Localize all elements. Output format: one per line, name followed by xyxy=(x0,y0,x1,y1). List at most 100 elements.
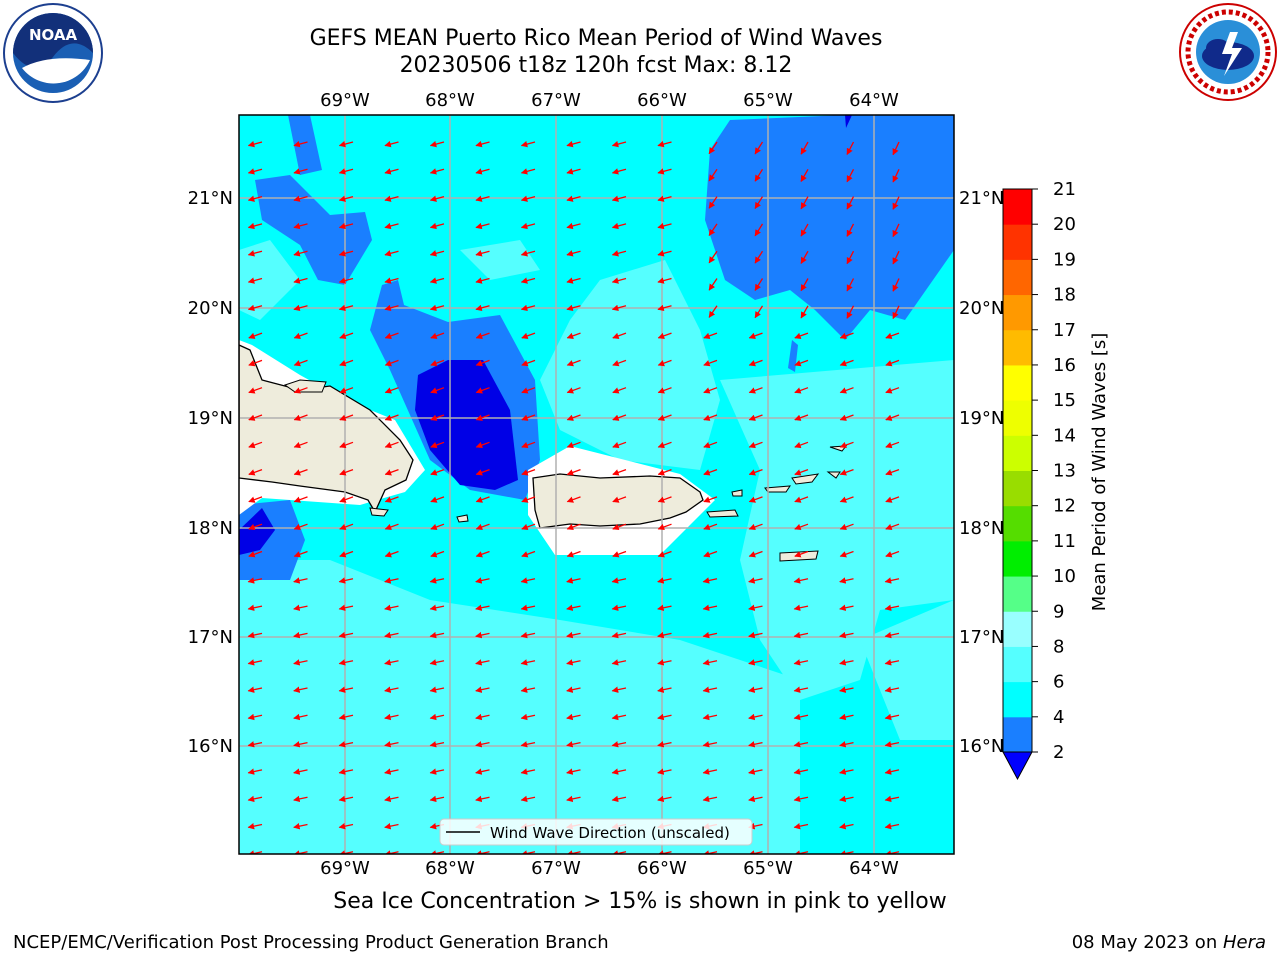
wind-arrow-icon xyxy=(839,359,854,367)
wind-arrow-icon xyxy=(247,222,263,230)
wind-arrow-icon xyxy=(748,387,763,394)
wind-arrow-icon xyxy=(475,523,490,531)
wind-arrow-icon xyxy=(520,795,536,803)
wind-arrow-icon xyxy=(657,604,672,611)
wind-arrow-icon xyxy=(338,741,354,748)
wind-arrow-icon xyxy=(703,414,718,421)
wind-arrow-icon xyxy=(566,441,581,449)
wind-arrow-icon xyxy=(800,141,809,155)
wind-arrow-icon xyxy=(520,604,536,611)
wind-arrow-icon xyxy=(566,604,581,611)
wind-arrow-icon xyxy=(657,359,672,367)
wind-arrow-icon xyxy=(248,414,263,421)
wind-arrow-icon xyxy=(611,222,627,230)
colorbar-segment xyxy=(1003,329,1032,366)
wind-arrow-icon xyxy=(521,523,536,531)
wind-arrow-icon xyxy=(338,140,354,148)
wind-arrow-icon xyxy=(748,631,763,639)
wind-arrow-icon xyxy=(885,550,900,558)
wind-arrow-icon xyxy=(885,468,900,476)
wind-arrow-icon xyxy=(384,631,399,639)
light-cyan-region xyxy=(720,360,954,700)
wind-arrow-icon xyxy=(794,414,809,421)
wind-arrow-icon xyxy=(611,686,627,693)
wind-arrow-icon xyxy=(748,468,763,476)
chart-title: GEFS MEAN Puerto Rico Mean Period of Win… xyxy=(309,26,883,51)
colorbar-tick-label: 12 xyxy=(1053,496,1076,517)
wind-arrow-icon xyxy=(247,304,263,312)
lat-label: 16°N xyxy=(188,736,233,757)
wind-arrow-icon xyxy=(293,222,308,230)
wind-arrow-icon xyxy=(708,168,718,182)
lon-label: 67°W xyxy=(531,90,581,111)
wind-arrow-icon xyxy=(293,631,308,639)
wind-arrow-icon xyxy=(793,823,809,830)
wind-arrow-icon xyxy=(708,196,718,209)
wind-arrow-icon xyxy=(338,631,354,639)
wind-arrow-icon xyxy=(384,222,399,230)
wind-arrow-icon xyxy=(611,250,627,257)
wind-arrow-icon xyxy=(338,768,354,775)
wind-arrow-icon xyxy=(293,441,308,449)
wind-arrow-icon xyxy=(657,741,672,748)
wind-arrow-icon xyxy=(612,468,627,476)
wind-arrow-icon xyxy=(384,468,399,476)
colorbar-tick-label: 13 xyxy=(1053,461,1076,482)
colorbar-tick-label: 11 xyxy=(1053,531,1076,552)
wind-arrow-icon xyxy=(793,577,809,584)
wind-arrow-icon xyxy=(520,304,536,312)
colorbar-segment xyxy=(1003,400,1032,436)
wind-arrow-icon xyxy=(892,169,900,183)
wind-arrow-icon xyxy=(794,468,809,476)
wind-arrow-icon xyxy=(430,359,445,367)
wind-arrow-icon xyxy=(611,713,627,721)
wind-arrow-icon xyxy=(748,441,763,449)
wind-arrow-icon xyxy=(839,823,854,830)
wind-arrow-icon xyxy=(293,550,308,558)
light-cyan-region xyxy=(239,240,300,320)
wind-arrow-icon xyxy=(520,140,536,148)
island-land xyxy=(791,473,820,485)
wind-arrow-icon xyxy=(475,604,490,611)
wind-arrow-icon xyxy=(248,359,263,367)
graticule xyxy=(239,115,954,854)
wind-arrow-icon xyxy=(754,168,764,182)
wind-arrow-icon xyxy=(657,577,672,584)
wind-arrow-icon xyxy=(475,304,490,312)
island-land xyxy=(731,489,743,497)
wind-arrow-icon xyxy=(247,713,263,721)
wind-arrow-icon xyxy=(566,741,581,748)
dark-blue-region xyxy=(415,360,518,490)
wind-arrow-icon xyxy=(748,414,763,421)
wind-arrow-icon xyxy=(384,768,399,775)
wind-arrow-icon xyxy=(520,277,536,284)
wind-arrow-icon xyxy=(612,496,627,503)
wind-arrow-icon xyxy=(248,523,263,531)
wind-arrow-icon xyxy=(247,659,263,666)
colorbar-tick-label: 14 xyxy=(1053,425,1076,446)
wind-arrow-icon xyxy=(339,550,354,558)
wind-arrow-icon xyxy=(521,332,536,339)
wind-arrow-icon xyxy=(657,332,672,339)
wind-arrow-icon xyxy=(703,523,718,531)
wind-arrow-icon xyxy=(839,523,854,531)
lat-label: 21°N xyxy=(959,188,1004,209)
wind-arrow-icon xyxy=(338,795,354,803)
wind-arrow-icon xyxy=(794,441,809,449)
colorbar-extend-icon xyxy=(1002,751,1033,781)
wind-arrow-icon xyxy=(846,278,855,292)
wind-arrow-icon xyxy=(748,795,763,803)
wind-arrow-icon xyxy=(566,659,581,666)
chart-subtitle: 20230506 t18z 120h fcst Max: 8.12 xyxy=(399,53,793,78)
colorbar-tick-label: 9 xyxy=(1053,601,1064,622)
colorbar-tick-label: 8 xyxy=(1053,636,1064,657)
wind-arrow-icon xyxy=(703,359,718,367)
wind-arrow-icon xyxy=(248,468,263,476)
wind-arrow-icon xyxy=(430,523,445,531)
wind-arrow-icon xyxy=(839,631,854,639)
footer-credit: NCEP/EMC/Verification Post Processing Pr… xyxy=(13,932,609,953)
wind-arrow-icon xyxy=(793,604,809,611)
wind-arrow-icon xyxy=(612,359,627,367)
wind-arrow-icon xyxy=(339,414,354,421)
wind-arrow-icon xyxy=(566,359,581,367)
